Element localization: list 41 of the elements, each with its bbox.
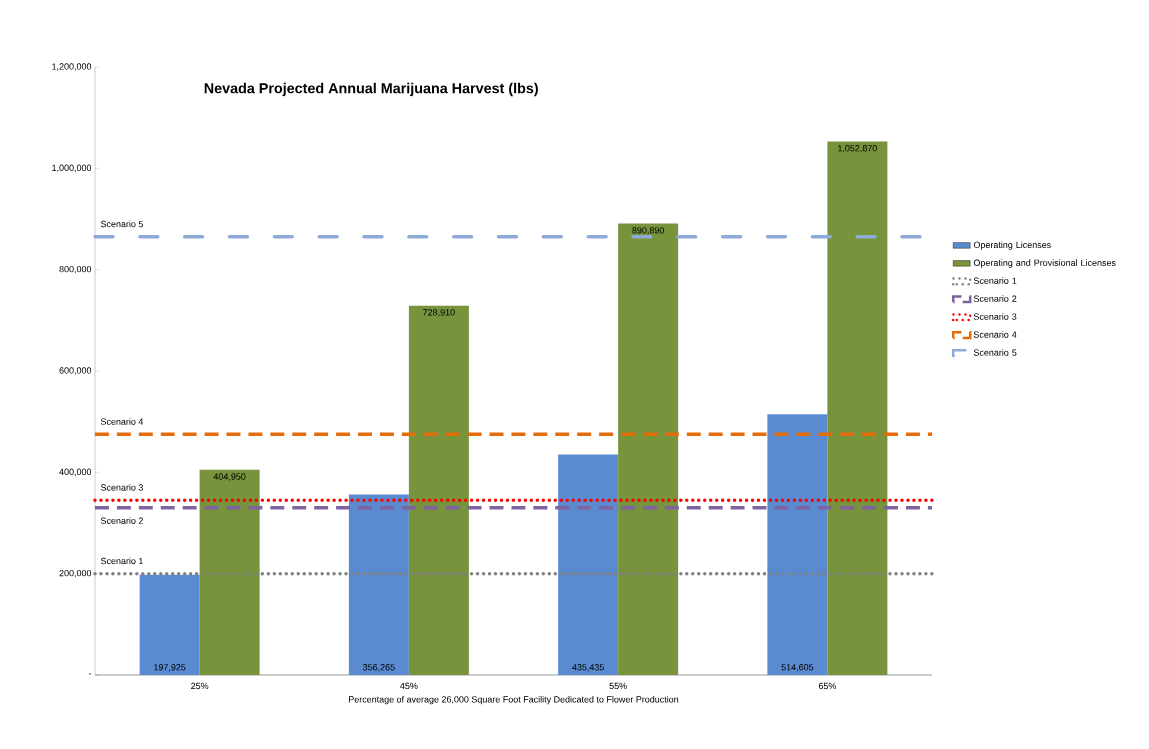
legend-label: Scenario 2 <box>973 295 1017 302</box>
data-label: 728,910 <box>423 309 455 317</box>
legend-label: Scenario 5 <box>973 349 1017 356</box>
legend-label: Scenario 1 <box>973 277 1017 284</box>
bar <box>618 223 679 675</box>
y-tick-label: 800,000 <box>59 265 92 274</box>
bar <box>199 469 260 675</box>
y-tick-label: 200,000 <box>59 569 92 578</box>
data-label: 356,265 <box>363 664 395 672</box>
legend-label: Operating Licenses <box>973 241 1051 250</box>
x-tick-label: 65% <box>818 682 837 690</box>
x-tick-label: 55% <box>609 682 627 690</box>
legend-label: Operating and Provisional Licenses <box>973 259 1116 268</box>
legend-label: Scenario 3 <box>973 313 1017 320</box>
x-tick-label: 25% <box>191 682 209 690</box>
bar <box>767 414 828 675</box>
bar <box>408 305 469 675</box>
y-tick-label: 1,000,000 <box>52 164 92 173</box>
x-tick-label: 45% <box>400 682 418 690</box>
data-label: 404,950 <box>213 473 246 481</box>
data-label: 514,605 <box>781 664 814 672</box>
y-tick-label: 1,200,000 <box>52 63 92 71</box>
y-tick-label: - <box>88 673 92 675</box>
text: Scenario 3 <box>100 484 143 491</box>
bar <box>139 574 200 675</box>
data-label: 435,435 <box>572 664 604 672</box>
data-label: 1,052,870 <box>838 145 877 153</box>
bar <box>348 494 409 675</box>
data-label: 890,890 <box>632 227 664 235</box>
bar <box>827 141 888 675</box>
data-label: 197,925 <box>154 664 186 672</box>
x-axis-title: Percentage of average 26,000 Square Foot Facility Dedicated to Flower Production <box>349 695 679 705</box>
text: Scenario 1 <box>100 557 143 565</box>
bar <box>558 454 619 675</box>
text: Nevada Projected Annual Marijuana Harvest (lbs) <box>204 82 538 97</box>
y-tick-label: 600,000 <box>59 367 92 375</box>
text: Scenario 4 <box>100 418 144 425</box>
legend-label: Scenario 4 <box>973 331 1017 338</box>
y-tick-label: 400,000 <box>59 468 92 477</box>
text: Scenario 2 <box>100 517 143 524</box>
text: Scenario 5 <box>100 220 143 228</box>
